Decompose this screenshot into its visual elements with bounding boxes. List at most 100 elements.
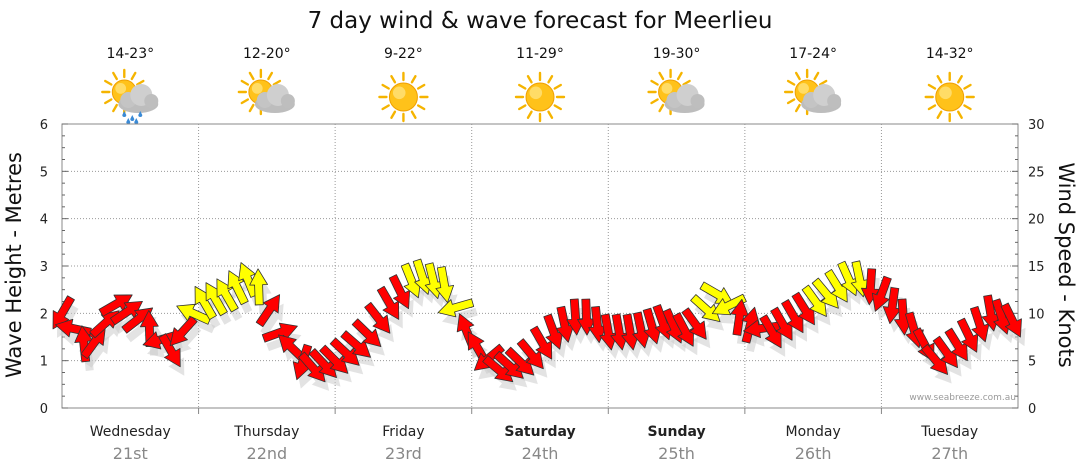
wind-arrow: [681, 307, 707, 340]
chart-title: 7 day wind & wave forecast for Meerlieu: [308, 8, 773, 34]
day-date: 21st: [113, 444, 148, 463]
day-date: 27th: [931, 444, 968, 463]
wind-arrow: [529, 325, 553, 360]
wind-arrow: [261, 322, 298, 343]
wind-arrow: [255, 294, 281, 328]
right-tick-label: 25: [1028, 165, 1045, 180]
wind-arrow: [711, 293, 747, 316]
temperature-range: 12-20°: [243, 46, 291, 62]
left-tick-label: 6: [40, 118, 48, 133]
temperature-range: 14-23°: [106, 46, 154, 62]
wind-arrow: [482, 355, 514, 383]
wind-arrow: [882, 286, 902, 324]
wind-arrow: [610, 313, 629, 351]
partly-cloudy-icon: [647, 68, 705, 116]
sunny-icon: [924, 71, 975, 123]
wind-arrow: [249, 268, 268, 306]
left-tick-label: 1: [40, 355, 48, 370]
wind-arrow: [504, 346, 535, 376]
wind-arrow: [493, 350, 524, 379]
wind-arrow: [577, 298, 596, 336]
wind-arrow: [837, 260, 859, 297]
wind-arrow: [850, 260, 870, 298]
temperature-range: 19-30°: [653, 46, 701, 62]
temperature-range: 9-22°: [384, 46, 423, 62]
right-tick-label: 20: [1028, 213, 1045, 228]
wind-arrow: [801, 284, 827, 317]
wind-arrow: [80, 326, 106, 360]
wind-arrow: [227, 270, 249, 306]
wind-arrow: [308, 348, 337, 379]
wind-arrow: [588, 305, 607, 343]
left-tick-label: 5: [40, 165, 48, 180]
wind-arrow: [969, 305, 990, 343]
day-date: 25th: [658, 444, 695, 463]
left-tick-label: 3: [40, 260, 48, 275]
wind-arrow: [672, 312, 695, 347]
wind-arrow: [109, 300, 143, 326]
wind-arrow: [435, 266, 455, 304]
wind-arrow: [329, 337, 360, 366]
sunny-icon: [514, 71, 566, 123]
wind-arrow: [194, 285, 217, 320]
wind-arrow: [599, 313, 618, 351]
temperature-range: 17-24°: [789, 46, 837, 62]
wind-arrow: [298, 351, 326, 383]
weather-row: 14-23° 12-20° 9-22° 11-29° 19-30° 17-24° 14-32…: [101, 46, 975, 124]
wind-arrow: [566, 298, 586, 336]
sunny-icon: [378, 71, 429, 123]
day-date: 26th: [795, 444, 832, 463]
wind-arrow: [364, 301, 391, 334]
showers-icon: [101, 68, 159, 124]
wind-arrow: [437, 298, 475, 318]
wind-arrow: [921, 343, 949, 375]
partly-cloudy-icon: [237, 68, 295, 116]
wind-arrow: [956, 317, 979, 353]
right-axis-ticks: 0 5 10 15 20 25 30: [1028, 118, 1045, 417]
wind-arrow: [205, 282, 228, 317]
left-tick-label: 2: [40, 307, 48, 322]
right-tick-label: 5: [1028, 355, 1036, 370]
right-tick-label: 0: [1028, 402, 1036, 417]
wind-arrow: [376, 285, 400, 320]
day-name: Monday: [786, 424, 841, 440]
wind-arrow: [52, 295, 75, 330]
left-tick-label: 4: [40, 213, 48, 228]
day-name: Sunday: [647, 424, 705, 440]
day-date: 24th: [522, 444, 559, 463]
wind-arrow: [1000, 302, 1022, 338]
right-axis-label: Wind Speed - Knots: [1054, 162, 1078, 367]
wind-arrow: [319, 344, 349, 374]
day-name: Wednesday: [90, 424, 171, 440]
wind-arrow: [216, 278, 239, 313]
left-axis-ticks: 0 1 2 3 4 5 6: [40, 118, 48, 417]
wind-arrow: [516, 338, 544, 370]
wind-arrow: [730, 298, 749, 336]
right-tick-label: 15: [1028, 260, 1045, 275]
temperature-range: 14-32°: [926, 46, 974, 62]
wind-arrow: [690, 294, 721, 322]
watermark: www.seabreeze.com.au: [909, 393, 1016, 403]
day-name: Thursday: [233, 424, 299, 440]
day-date: 23rd: [385, 444, 422, 463]
partly-cloudy-icon: [783, 68, 842, 116]
right-tick-label: 30: [1028, 118, 1045, 133]
wind-arrow: [871, 275, 892, 312]
wind-arrow: [351, 318, 382, 348]
left-tick-label: 0: [40, 402, 48, 417]
wind-arrow: [340, 330, 371, 358]
wind-arrow: [543, 313, 564, 350]
wind-arrow: [555, 305, 575, 343]
wind-arrow: [388, 274, 411, 310]
left-axis-label: Wave Height - Metres: [2, 152, 26, 378]
day-name: Friday: [382, 424, 424, 440]
right-tick-label: 10: [1028, 307, 1045, 322]
wind-arrow: [944, 327, 968, 362]
wind-arrows: [52, 258, 1022, 383]
wind-arrow: [169, 315, 198, 347]
temperature-range: 11-29°: [516, 46, 564, 62]
day-name: Saturday: [504, 424, 575, 440]
day-date: 22nd: [247, 444, 288, 463]
day-name: Tuesday: [920, 424, 978, 440]
